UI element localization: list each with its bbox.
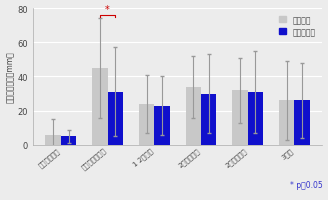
Bar bbox=[154, 106, 170, 145]
Y-axis label: 筋肉痛バァス（mm）: 筋肉痛バァス（mm） bbox=[6, 51, 14, 103]
Bar bbox=[248, 92, 263, 145]
Bar bbox=[92, 69, 108, 145]
Bar bbox=[201, 94, 216, 145]
Bar bbox=[61, 137, 76, 145]
Bar bbox=[186, 87, 201, 145]
Text: *: * bbox=[105, 5, 110, 15]
Bar bbox=[46, 135, 61, 145]
Bar bbox=[139, 104, 154, 145]
Bar bbox=[279, 101, 295, 145]
Bar bbox=[232, 91, 248, 145]
Bar bbox=[108, 92, 123, 145]
Bar bbox=[295, 101, 310, 145]
Text: * p＜0.05: * p＜0.05 bbox=[290, 180, 322, 189]
Legend: プラセボ, アクティブ: プラセボ, アクティブ bbox=[276, 13, 318, 40]
